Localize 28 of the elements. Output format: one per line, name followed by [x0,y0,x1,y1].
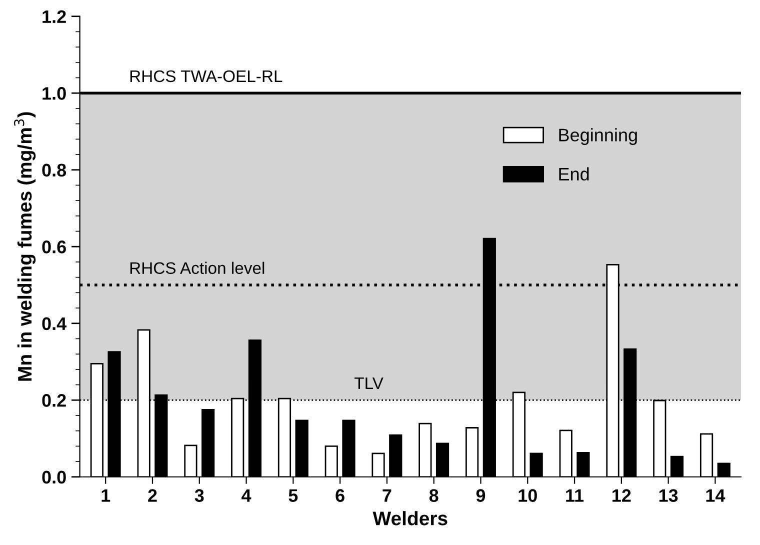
x-tick-label: 13 [659,489,678,502]
x-tick-label: 14 [706,489,726,502]
x-axis-title: Welders [372,511,448,526]
ref-line-label: RHCS TWA-OEL-RL [130,70,282,82]
x-tick-label: 2 [148,489,157,502]
x-tick-label: 12 [612,489,631,502]
x-tick-label: 8 [429,489,438,502]
y-axis-title: Mn in welding fumes (mg/m$^{3}$) [14,112,36,381]
y-tick-label: 0.6 [42,240,66,254]
ref-line-label: TLV [354,378,384,389]
y-tick-label: 0.8 [42,164,66,177]
x-tick-label: 1 [102,489,110,502]
legend-label: Beginning [559,128,637,145]
legend-label: End [559,167,589,181]
y-tick-label: 1.0 [42,87,66,100]
x-tick-label: 6 [336,489,344,502]
x-tick-label: 5 [288,489,298,502]
x-tick-label: 10 [518,489,537,502]
ref-line-label: RHCS Action level [130,262,264,274]
y-tick-label: 0.4 [42,317,67,330]
x-tick-label: 3 [194,489,204,502]
y-tick-label: 0.2 [42,394,66,407]
y-tick-label: 0.0 [42,470,66,484]
x-tick-label: 11 [566,489,584,502]
x-tick-label: 7 [382,489,392,502]
y-tick-label: 1.2 [42,10,66,23]
x-tick-label: 4 [242,489,252,502]
x-tick-label: 9 [476,489,486,502]
